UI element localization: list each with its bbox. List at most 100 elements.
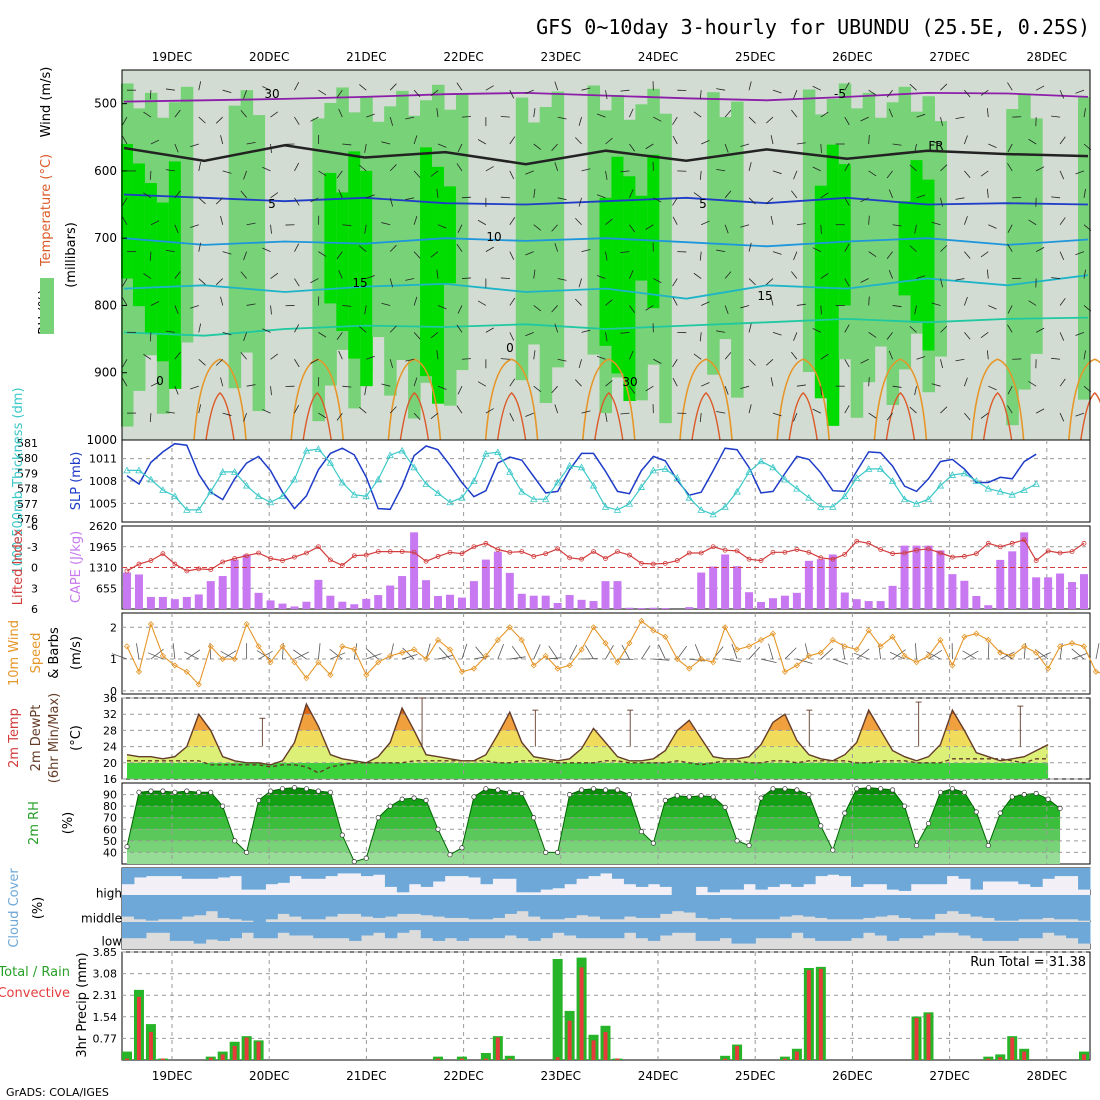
precip-convective-bar xyxy=(603,1031,608,1060)
wind-barb xyxy=(629,305,636,313)
wind-speed-point xyxy=(590,624,597,631)
cloud-cover-cell xyxy=(635,895,649,918)
wind-speed-point xyxy=(470,665,477,672)
cloud-cover-cell xyxy=(1066,895,1079,920)
wind-barb xyxy=(1007,143,1013,153)
lifted-index-point xyxy=(136,561,142,567)
cloud-cover-cell xyxy=(528,868,541,893)
date-label-top: 20DEC xyxy=(249,50,289,64)
wind-axis-label: Speed xyxy=(29,633,44,674)
cloud-cover-cell xyxy=(588,922,601,939)
cape-bar xyxy=(577,599,586,609)
cape-bar xyxy=(924,545,933,609)
wind-barb xyxy=(430,251,439,258)
wind-barb xyxy=(405,278,415,281)
cloud-cover-cell xyxy=(1066,868,1079,877)
wind-speed-point xyxy=(387,652,394,659)
cloud-cover-cell xyxy=(408,868,422,885)
lifted-index-point xyxy=(387,549,393,554)
wind-barb xyxy=(548,645,558,660)
slp-tick-label: 1008 xyxy=(89,475,117,488)
wind-barb xyxy=(122,278,128,287)
wind-barb xyxy=(149,170,152,180)
wind-barb xyxy=(282,643,284,660)
precip-convective-bar xyxy=(459,1058,464,1060)
cloud-cover-cell xyxy=(384,922,398,939)
cloud-cover-cell xyxy=(325,895,338,917)
wind-barb xyxy=(533,350,536,360)
wind-barb xyxy=(364,386,367,396)
rh2m-point xyxy=(579,787,585,793)
wind-barb xyxy=(699,413,702,423)
wind-speed-point xyxy=(949,662,956,669)
contour-label: 0 xyxy=(156,374,164,388)
precip-tick-label: 3.08 xyxy=(93,968,118,981)
cloud-cover-cell xyxy=(1054,922,1067,936)
cloud-cover-cell xyxy=(301,922,314,936)
wind-barb xyxy=(820,386,822,396)
wind-barb xyxy=(318,412,327,419)
wind-barb xyxy=(262,409,271,414)
cloud-cover-cell xyxy=(827,868,840,875)
lifted-index-axis-label: Lifted Index xyxy=(11,528,26,605)
wind-barb xyxy=(364,224,367,234)
rh2m-band xyxy=(127,817,1061,830)
wind-barb xyxy=(581,168,591,172)
cloud-cover-cell xyxy=(683,895,697,913)
wind-barb xyxy=(198,278,206,285)
wind-barb xyxy=(581,87,591,91)
contour-label: 5 xyxy=(268,197,276,211)
cloud-cover-cell xyxy=(193,922,207,944)
wind-barb xyxy=(336,251,343,260)
cape-bar xyxy=(338,601,347,609)
lifted-index-point xyxy=(794,547,800,552)
wind-barb xyxy=(772,412,782,417)
isotherm-line xyxy=(776,358,830,441)
cloud-cover-cell xyxy=(731,922,744,944)
wind-speed-point xyxy=(841,643,848,650)
wind-barb xyxy=(888,270,893,279)
cloud-cover-cell xyxy=(659,895,673,914)
rh2m-point xyxy=(1045,796,1051,802)
wind-barb xyxy=(940,406,948,414)
cloud-cover-cell xyxy=(1042,868,1055,879)
cloud-cover-cell xyxy=(767,895,780,920)
wind-barb xyxy=(844,162,850,172)
wind-barb xyxy=(364,305,367,315)
rh-band-saturated xyxy=(647,154,660,309)
wind-barb xyxy=(457,143,463,153)
cloud-cover-cell xyxy=(504,868,517,879)
precip-convective-bar xyxy=(735,1045,740,1060)
isotherm-line xyxy=(302,391,332,441)
wind-barb xyxy=(914,305,917,315)
cloud-cover-cell xyxy=(588,895,601,917)
cape-bar xyxy=(481,559,490,609)
cloud-cover-cell xyxy=(683,868,697,895)
lifted-index-point xyxy=(961,554,967,559)
thickness-point xyxy=(817,502,825,510)
cape-bar xyxy=(1068,582,1077,609)
wind-barb xyxy=(693,272,702,279)
cloud-cover-cell xyxy=(994,922,1007,941)
lifted-index-point xyxy=(471,544,477,550)
wind-barb xyxy=(693,353,702,360)
cape-bar xyxy=(469,581,478,609)
thickness-point xyxy=(876,465,885,472)
cloud-cover-cell xyxy=(516,922,529,939)
cloud-cover-cell xyxy=(922,922,936,936)
wind-speed-point xyxy=(219,655,226,663)
cloud-cover-cell xyxy=(886,895,900,916)
rh-band-moist xyxy=(886,102,900,406)
wind-barb xyxy=(456,243,463,252)
wind-barb xyxy=(413,89,421,98)
cape-bar xyxy=(768,598,777,609)
cloud-cover-cell xyxy=(922,895,936,920)
wind-barb xyxy=(262,328,271,333)
wind-speed-point xyxy=(757,636,765,644)
thickness-point xyxy=(207,487,215,495)
cloud-cover-cell xyxy=(755,922,768,939)
wind-speed-point xyxy=(315,659,322,666)
wind-barb xyxy=(928,650,943,660)
cape-bar xyxy=(1020,532,1029,609)
rh2m-point xyxy=(279,786,286,792)
